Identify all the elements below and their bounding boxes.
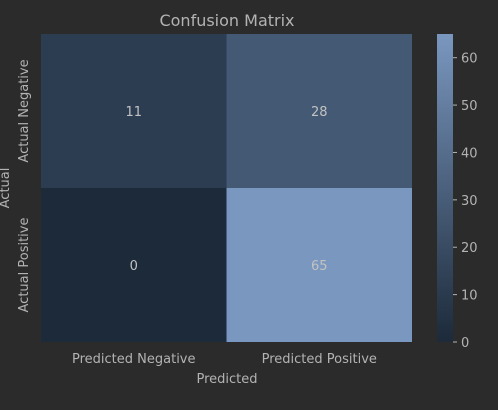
colorbar-tick-label: 60 [461,52,478,67]
y-tick-label: Actual Positive [17,218,32,313]
heatmap-cells: 11 28 0 65 [41,34,412,342]
colorbar-tick-label: 0 [461,336,469,351]
y-tick-labels: Actual Negative Actual Positive [17,59,32,312]
cell-value-r1-c0: 0 [130,259,138,274]
x-tick-label: Predicted Negative [72,352,196,367]
y-tick-label: Actual Negative [17,59,32,162]
cell-value-r1-c1: 65 [311,259,328,274]
colorbar-tick-label: 10 [461,289,478,304]
colorbar-tick-label: 50 [461,99,478,114]
y-axis-label: Actual [0,168,13,209]
colorbar-tick-label: 30 [461,194,478,209]
colorbar-ticks: 0 10 20 30 40 50 60 [453,52,478,351]
x-tick-labels: Predicted Negative Predicted Positive [72,352,377,367]
colorbar [437,34,453,342]
x-tick-label: Predicted Positive [262,352,377,367]
heatmap-cell-r0-c0 [41,34,227,188]
chart-title: Confusion Matrix [159,11,294,30]
colorbar-tick-label: 40 [461,146,478,161]
heatmap-cell-r1-c0 [41,188,227,342]
cell-value-r0-c1: 28 [311,105,328,120]
heatmap-cell-r1-c1 [226,188,412,342]
x-axis-label: Predicted [196,372,257,387]
heatmap-cell-r0-c1 [226,34,412,188]
cell-value-r0-c0: 11 [125,105,142,120]
colorbar-tick-label: 20 [461,241,478,256]
